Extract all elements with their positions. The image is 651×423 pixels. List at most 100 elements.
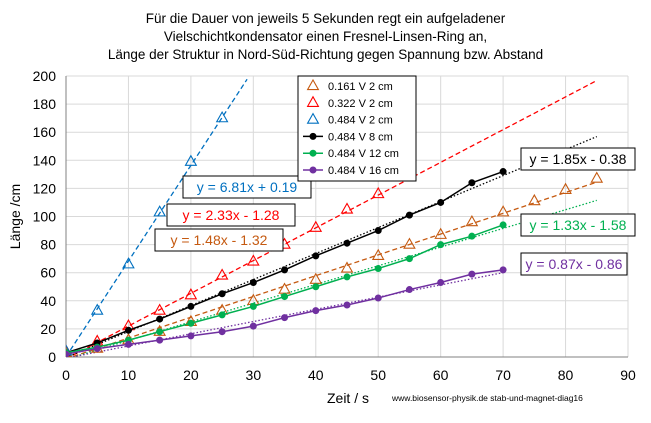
chart-title-line-1: Für die Dauer von jeweils 5 Sekunden reg…	[145, 11, 506, 26]
data-point	[153, 303, 167, 315]
x-tick-label: 0	[62, 367, 70, 383]
data-point	[218, 328, 226, 336]
data-point	[312, 252, 320, 260]
data-point	[187, 332, 195, 340]
x-tick-label: 10	[121, 367, 137, 383]
data-point	[405, 255, 413, 263]
data-point	[499, 266, 507, 274]
x-axis-label: Zeit / s	[327, 390, 369, 406]
data-point	[590, 171, 604, 183]
data-point	[343, 301, 351, 309]
data-point	[559, 182, 572, 194]
data-point	[218, 311, 226, 319]
legend-box	[297, 75, 417, 182]
trendline-equation: y = 1.48x - 1.32	[171, 232, 268, 248]
y-tick-label: 180	[33, 96, 57, 112]
data-point	[312, 283, 320, 291]
trendline-label-box	[182, 175, 312, 199]
data-point	[403, 237, 416, 249]
data-point	[281, 314, 289, 322]
legend-marker	[306, 78, 320, 91]
data-point	[371, 186, 385, 199]
data-point	[309, 220, 323, 232]
data-point	[437, 241, 445, 249]
data-point	[246, 254, 260, 266]
x-tick-label: 40	[308, 367, 324, 383]
chart-title-line-3: Länge der Struktur in Nord-Süd-Richtung …	[107, 47, 544, 62]
data-point	[371, 248, 385, 260]
data-point	[499, 168, 507, 176]
trendline-equation: y = 2.33x - 1.28	[183, 207, 280, 223]
data-point	[218, 290, 226, 298]
legend-marker	[306, 95, 320, 107]
data-point	[93, 345, 101, 353]
trendline-equation: y = 6.81x + 0.19	[197, 179, 298, 195]
legend: 0.161 V 2 cm 0.322 V 2 cm 0.484 V 2 cm 0.48…	[297, 75, 417, 182]
data-point	[66, 344, 73, 356]
trendline-label: y = 2.33x - 1.28	[166, 203, 296, 227]
data-point	[468, 179, 476, 187]
data-point	[312, 307, 320, 315]
data-point	[434, 227, 448, 239]
data-point	[437, 198, 445, 206]
y-tick-label: 140	[33, 152, 57, 168]
x-tick-label: 80	[558, 367, 574, 383]
data-point	[156, 336, 164, 344]
data-point	[184, 154, 198, 166]
x-tick-label: 60	[433, 367, 449, 383]
x-tick-label: 70	[495, 367, 511, 383]
trendline	[68, 272, 504, 357]
data-point	[374, 294, 382, 302]
data-point	[527, 193, 541, 206]
data-point	[156, 328, 164, 336]
y-tick-label: 80	[40, 237, 56, 253]
data-point	[374, 264, 382, 272]
data-point	[215, 268, 229, 280]
data-point	[156, 315, 164, 323]
data-point	[187, 302, 195, 310]
data-point	[281, 266, 289, 274]
data-point	[66, 350, 70, 357]
data-point	[249, 302, 257, 310]
trendline-label: y = 0.87x - 0.86	[520, 252, 628, 276]
legend-entry: 0.484 V 8 cm	[328, 131, 393, 143]
trendline-label-box	[166, 203, 296, 227]
legend-entry: 0.484 V 16 cm	[328, 165, 399, 177]
trendline	[66, 78, 248, 357]
data-point	[249, 322, 257, 330]
legend-entry: 0.161 V 2 cm	[328, 81, 393, 93]
y-tick-label: 0	[48, 349, 56, 365]
data-point	[468, 270, 476, 278]
trendline-label-box	[520, 213, 636, 237]
y-tick-label: 200	[33, 68, 57, 84]
trendline-equation: y = 1.33x - 1.58	[530, 217, 627, 233]
data-point	[340, 261, 354, 273]
legend-entry: 0.484 V 2 cm	[328, 115, 393, 127]
legend-marker	[309, 132, 317, 140]
data-point	[249, 279, 257, 287]
data-point	[465, 214, 479, 227]
y-tick-label: 160	[33, 124, 57, 140]
y-tick-label: 60	[40, 265, 56, 281]
x-tick-label: 30	[246, 367, 262, 383]
credit-text: www.biosensor-physik.de stab-und-magnet-…	[391, 393, 583, 403]
trendline	[69, 181, 597, 357]
legend-entry: 0.484 V 12 cm	[328, 148, 399, 160]
trendline-equation: y = 1.85x - 0.38	[530, 151, 627, 167]
trendline-label-box	[520, 252, 628, 276]
legend-marker	[309, 166, 317, 174]
legend-marker	[309, 149, 317, 157]
y-tick-label: 40	[40, 293, 56, 309]
trendline-equation: y = 0.87x - 0.86	[526, 256, 623, 272]
data-point	[122, 257, 135, 269]
y-axis-label: Länge /cm	[7, 184, 23, 249]
data-point	[153, 205, 167, 217]
data-point	[187, 319, 195, 327]
y-tick-label: 120	[33, 180, 57, 196]
data-point	[215, 111, 229, 123]
data-point	[496, 205, 510, 217]
data-point	[340, 202, 354, 214]
data-point	[405, 286, 413, 294]
